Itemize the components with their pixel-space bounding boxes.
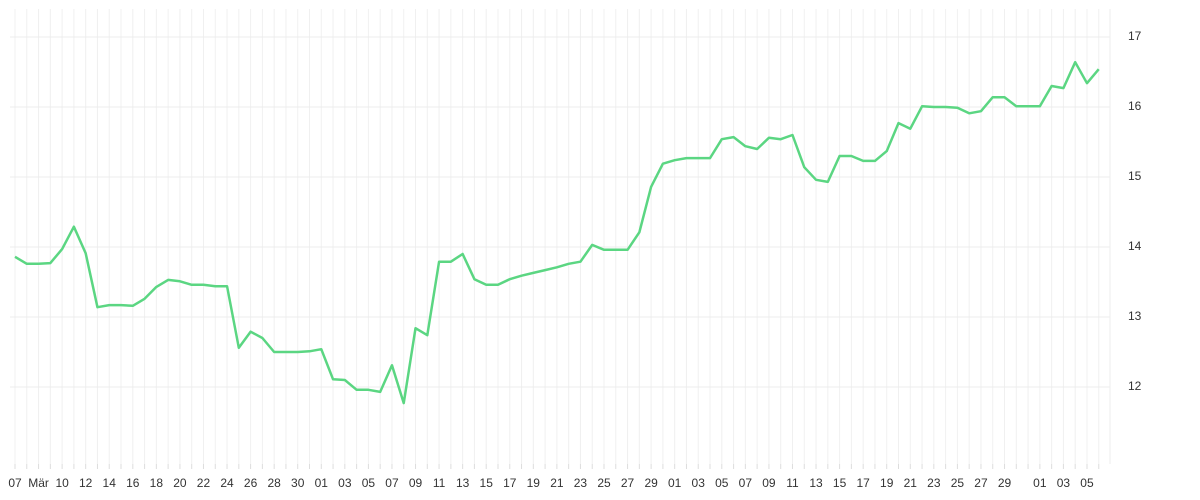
x-tick-label: 10 — [55, 476, 69, 490]
x-tick-label: 24 — [220, 476, 234, 490]
x-tick-label: 01 — [668, 476, 682, 490]
x-tick-label: 15 — [833, 476, 847, 490]
x-tick-label: 20 — [173, 476, 187, 490]
x-tick-label: 05 — [715, 476, 729, 490]
x-tick-label: 09 — [762, 476, 776, 490]
x-tick-label: 17 — [856, 476, 870, 490]
x-tick-label: 23 — [574, 476, 588, 490]
x-tick-label: 13 — [809, 476, 823, 490]
x-tick-label: 16 — [126, 476, 140, 490]
line — [14, 60, 1100, 405]
x-tick-label: 25 — [951, 476, 965, 490]
x-tick-label: 09 — [409, 476, 423, 490]
x-tick-label: 19 — [527, 476, 541, 490]
x-tick-label: 18 — [150, 476, 164, 490]
x-tick-label: 07 — [385, 476, 399, 490]
y-tick-label: 13 — [1128, 309, 1142, 323]
x-tick-label: 25 — [597, 476, 611, 490]
x-tick-label: 29 — [644, 476, 658, 490]
x-tick-label: 17 — [503, 476, 517, 490]
y-tick-label: 12 — [1128, 379, 1142, 393]
x-tick-label: 12 — [79, 476, 93, 490]
x-tick-label: 05 — [362, 476, 376, 490]
x-tick-label: Mär — [28, 476, 49, 490]
x-tick-label: 21 — [904, 476, 918, 490]
x-tick-label: 22 — [197, 476, 211, 490]
y-tick-label: 17 — [1128, 29, 1142, 43]
x-tick-label: 23 — [927, 476, 941, 490]
x-tick-label: 27 — [974, 476, 988, 490]
x-tick-label: 30 — [291, 476, 305, 490]
x-tick-label: 11 — [786, 476, 799, 490]
x-tick-label: 11 — [433, 476, 446, 490]
y-tick-label: 16 — [1128, 99, 1142, 113]
x-tick-label: 01 — [1033, 476, 1047, 490]
x-tick-label: 14 — [103, 476, 117, 490]
x-tick-label: 26 — [244, 476, 258, 490]
x-tick-label: 27 — [621, 476, 635, 490]
y-tick-label: 14 — [1128, 239, 1142, 253]
x-tick-label: 07 — [739, 476, 753, 490]
y-tick-label: 15 — [1128, 169, 1142, 183]
x-tick-label: 29 — [998, 476, 1012, 490]
x-tick-label: 03 — [338, 476, 352, 490]
x-tick-label: 07 — [8, 476, 22, 490]
x-tick-label: 05 — [1080, 476, 1094, 490]
x-tick-label: 03 — [692, 476, 706, 490]
x-tick-label: 03 — [1057, 476, 1071, 490]
x-tick-label: 21 — [550, 476, 564, 490]
x-tick-label: 28 — [267, 476, 281, 490]
x-tick-label: 15 — [480, 476, 494, 490]
x-tick-label: 13 — [456, 476, 470, 490]
x-tick-label: 19 — [880, 476, 894, 490]
x-tick-label: 01 — [315, 476, 329, 490]
